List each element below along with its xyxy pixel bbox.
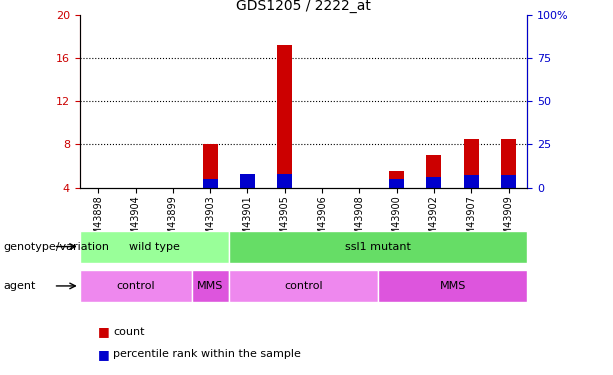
Text: control: control [116, 281, 155, 291]
Text: agent: agent [3, 281, 36, 291]
Bar [501, 139, 516, 188]
Bar [203, 179, 218, 188]
Bar [378, 270, 527, 302]
Bar [229, 231, 527, 262]
Text: ssl1 mutant: ssl1 mutant [345, 242, 411, 252]
Bar [191, 270, 229, 302]
Bar [240, 174, 255, 188]
Bar [229, 270, 378, 302]
Bar [464, 139, 479, 188]
Bar [240, 182, 255, 188]
Bar [464, 176, 479, 188]
Text: MMS: MMS [197, 281, 223, 291]
Bar [389, 179, 404, 188]
Text: ■: ■ [98, 326, 110, 338]
Text: control: control [284, 281, 323, 291]
Title: GDS1205 / 2222_at: GDS1205 / 2222_at [236, 0, 371, 13]
Text: genotype/variation: genotype/variation [3, 242, 109, 252]
Text: wild type: wild type [129, 242, 180, 252]
Bar [277, 45, 292, 188]
Bar [427, 177, 441, 188]
Bar [203, 144, 218, 188]
Text: count: count [113, 327, 145, 337]
Bar [80, 270, 191, 302]
Text: MMS: MMS [440, 281, 466, 291]
Text: percentile rank within the sample: percentile rank within the sample [113, 350, 301, 359]
Text: ■: ■ [98, 348, 110, 361]
Bar [389, 171, 404, 188]
Bar [501, 176, 516, 188]
Bar [427, 155, 441, 188]
Bar [80, 231, 229, 262]
Bar [277, 174, 292, 188]
